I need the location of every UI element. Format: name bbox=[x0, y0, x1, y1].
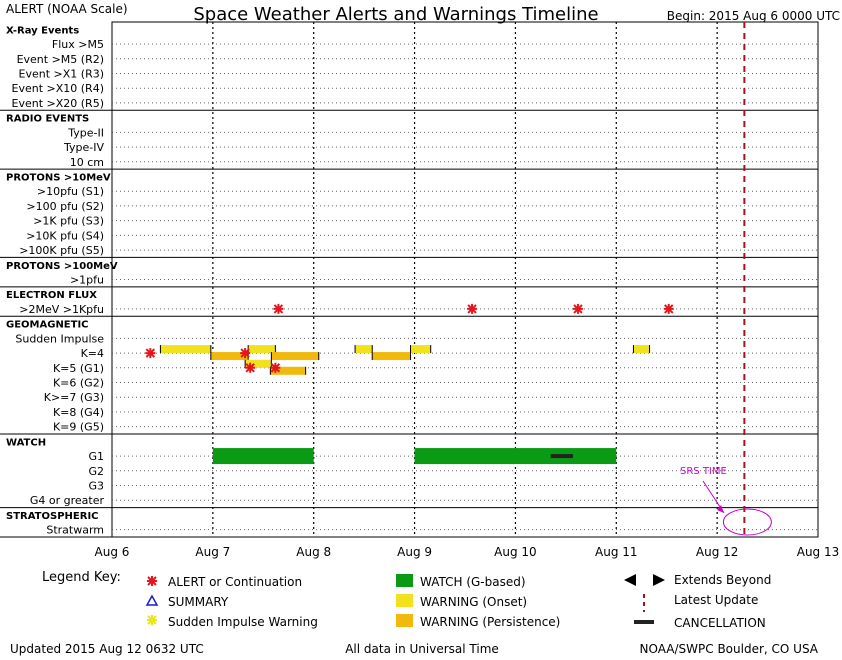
alert-marker bbox=[467, 303, 478, 314]
section-header: RADIO EVENTS bbox=[6, 114, 89, 125]
section-header: GEOMAGNETIC bbox=[6, 320, 89, 331]
srs-time-arrowhead bbox=[717, 505, 724, 513]
legend-persistence-label: WARNING (Persistence) bbox=[420, 615, 560, 629]
warning-onset-bar bbox=[245, 359, 272, 368]
x-axis-ticks: Aug 6 Aug 7 Aug 8 Aug 9 Aug 10 Aug 11 Aug 12 Au… bbox=[95, 545, 840, 559]
warning-persistence-bar bbox=[271, 352, 319, 361]
chart-title: Space Weather Alerts and Warnings Timeli… bbox=[193, 4, 598, 25]
legend-onset-label: WARNING (Onset) bbox=[420, 595, 527, 609]
alert-marker bbox=[663, 303, 674, 314]
legend-cancellation-label: CANCELLATION bbox=[674, 616, 766, 630]
srs-time-ellipse bbox=[722, 508, 772, 536]
legend-cancellation-icon bbox=[634, 620, 654, 624]
section-header: STRATOSPHERIC bbox=[6, 511, 99, 522]
legend-persistence-swatch bbox=[396, 614, 413, 627]
warning-onset-bar bbox=[633, 345, 650, 354]
row-label: >2MeV >1Kpfu bbox=[19, 303, 104, 316]
legend: Legend Key: ALERT or Continuation SUMMAR… bbox=[42, 570, 771, 630]
row-label: >1K pfu (S3) bbox=[33, 215, 104, 228]
x-tick-label: Aug 9 bbox=[397, 545, 432, 559]
footer-right: NOAA/SWPC Boulder, CO USA bbox=[640, 642, 819, 656]
x-tick-label: Aug 13 bbox=[797, 545, 840, 559]
row-label: K=5 (G1) bbox=[53, 362, 104, 375]
warning-persistence-bar bbox=[210, 352, 249, 361]
row-label: G3 bbox=[88, 480, 104, 493]
warning-onset-bar bbox=[160, 345, 211, 354]
begin-time: Begin: 2015 Aug 6 0000 UTC bbox=[667, 9, 840, 23]
legend-watch-swatch bbox=[396, 574, 413, 587]
alert-marker bbox=[270, 362, 281, 373]
warning-persistence-bar bbox=[372, 352, 411, 361]
row-label: >100K pfu (S5) bbox=[19, 244, 104, 257]
row-label: Event >X20 (R5) bbox=[12, 97, 104, 110]
srs-time-label: SRS TIME bbox=[680, 466, 727, 477]
legend-sudden-impulse-icon bbox=[147, 615, 157, 625]
legend-summary-label: SUMMARY bbox=[168, 595, 229, 609]
row-label: Event >X10 (R4) bbox=[12, 82, 104, 95]
row-label: G4 or greater bbox=[30, 494, 105, 507]
legend-sudden-impulse-label: Sudden Impulse Warning bbox=[168, 615, 318, 629]
row-label: Type-IV bbox=[63, 141, 104, 154]
footer-center: All data in Universal Time bbox=[345, 642, 499, 656]
x-tick-label: Aug 12 bbox=[696, 545, 739, 559]
row-label: Flux >M5 bbox=[52, 38, 104, 51]
alert-marker bbox=[245, 362, 256, 373]
day-gridlines bbox=[212, 22, 718, 537]
warning-onset-bar bbox=[410, 345, 431, 354]
row-label: K=6 (G2) bbox=[53, 377, 104, 390]
row-label: K>=7 (G3) bbox=[44, 391, 104, 404]
section-header: PROTONS >10MeV bbox=[6, 173, 111, 184]
alert-marker bbox=[273, 303, 284, 314]
row-grid bbox=[0, 43, 818, 538]
legend-title: Legend Key: bbox=[42, 570, 121, 585]
row-label: >10pfu (S1) bbox=[37, 185, 104, 198]
legend-alert-label: ALERT or Continuation bbox=[168, 575, 302, 589]
row-label: K=4 bbox=[81, 347, 104, 360]
section-header: ELECTRON FLUX bbox=[6, 290, 97, 301]
legend-latest-label: Latest Update bbox=[674, 593, 758, 607]
x-tick-label: Aug 11 bbox=[595, 545, 638, 559]
warning-persistence-bar bbox=[270, 366, 306, 375]
x-tick-label: Aug 6 bbox=[95, 545, 130, 559]
row-label: Type-II bbox=[67, 126, 104, 139]
legend-alert-icon bbox=[147, 576, 157, 586]
footer-updated: Updated 2015 Aug 12 0632 UTC bbox=[10, 642, 204, 656]
section-header: PROTONS >100MeV bbox=[6, 261, 118, 272]
x-tick-label: Aug 7 bbox=[195, 545, 230, 559]
watch-bar bbox=[212, 448, 314, 465]
row-label: Sudden Impulse bbox=[15, 332, 104, 345]
row-label: G2 bbox=[88, 465, 104, 478]
row-label: >100 pfu (S2) bbox=[26, 200, 104, 213]
legend-watch-label: WATCH (G-based) bbox=[420, 575, 526, 589]
cancellation-mark bbox=[550, 454, 573, 459]
row-label: Stratwarm bbox=[46, 524, 104, 537]
row-label: Event >M5 (R2) bbox=[17, 53, 104, 66]
section-header: X-Ray Events bbox=[6, 25, 79, 36]
row-labels: X-Ray Events Flux >M5 Event >M5 (R2) Event … bbox=[6, 25, 118, 536]
legend-extends-icon bbox=[624, 574, 665, 586]
row-label: >10K pfu (S4) bbox=[26, 229, 104, 242]
watch-bar bbox=[414, 448, 617, 465]
row-label: 10 cm bbox=[70, 156, 104, 169]
section-header: WATCH bbox=[6, 437, 46, 448]
x-tick-label: Aug 8 bbox=[296, 545, 331, 559]
row-label: G1 bbox=[88, 450, 104, 463]
row-label: Event >X1 (R3) bbox=[19, 68, 104, 81]
legend-summary-icon bbox=[145, 594, 159, 606]
row-label: >1pfu bbox=[70, 274, 104, 287]
legend-onset-swatch bbox=[396, 594, 413, 607]
chart-marks bbox=[145, 22, 746, 537]
warning-onset-bar bbox=[355, 345, 373, 354]
row-label: K=9 (G5) bbox=[53, 421, 104, 434]
alert-marker bbox=[145, 348, 156, 359]
warning-onset-bar bbox=[248, 345, 276, 354]
header-left: ALERT (NOAA Scale) bbox=[6, 2, 128, 16]
x-tick-label: Aug 10 bbox=[494, 545, 537, 559]
alert-marker bbox=[572, 303, 583, 314]
legend-extends-label: Extends Beyond bbox=[674, 573, 771, 587]
row-label: K=8 (G4) bbox=[53, 406, 104, 419]
alert-marker bbox=[240, 348, 251, 359]
